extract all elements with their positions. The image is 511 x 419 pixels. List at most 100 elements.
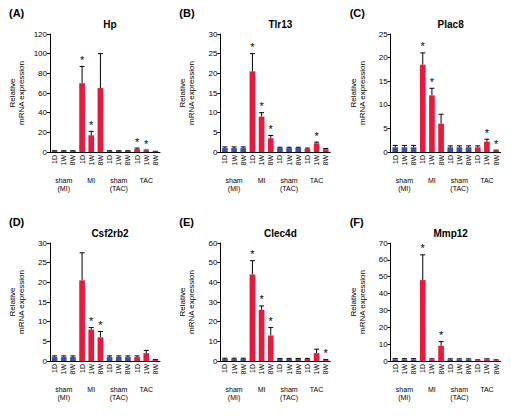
svg-text:0: 0 [43, 148, 48, 157]
svg-text:25: 25 [379, 30, 388, 39]
svg-text:1D: 1D [134, 364, 141, 373]
svg-text:8W: 8W [322, 364, 329, 375]
svg-text:1W: 1W [88, 364, 95, 375]
svg-text:30: 30 [379, 306, 388, 315]
svg-text:1D: 1D [419, 155, 426, 164]
svg-text:40: 40 [38, 108, 47, 117]
svg-text:(MI): (MI) [228, 185, 240, 193]
svg-text:sham: sham [226, 386, 243, 393]
svg-text:1W: 1W [115, 155, 122, 166]
svg-text:(MI): (MI) [398, 394, 410, 402]
svg-text:1W: 1W [286, 155, 293, 166]
svg-text:*: * [439, 329, 444, 341]
svg-text:*: * [250, 248, 255, 260]
svg-text:(TAC): (TAC) [110, 394, 128, 402]
svg-text:1W: 1W [401, 155, 408, 166]
svg-text:Relative: Relative [178, 287, 187, 316]
svg-text:1W: 1W [88, 155, 95, 166]
svg-text:*: * [421, 40, 426, 52]
svg-text:*: * [89, 315, 94, 327]
svg-text:100: 100 [34, 49, 48, 58]
svg-text:8W: 8W [465, 155, 472, 166]
svg-text:1D: 1D [79, 364, 86, 373]
svg-text:30: 30 [38, 239, 47, 248]
svg-text:sham: sham [281, 177, 298, 184]
svg-text:*: * [144, 138, 149, 150]
svg-text:*: * [259, 100, 264, 112]
svg-text:1W: 1W [143, 155, 150, 166]
svg-text:Relative: Relative [349, 78, 358, 107]
svg-text:*: * [259, 293, 264, 305]
svg-text:MI: MI [87, 386, 95, 393]
svg-text:5: 5 [43, 337, 48, 346]
svg-text:5: 5 [383, 124, 388, 133]
svg-text:sham: sham [55, 177, 72, 184]
svg-text:1D: 1D [392, 155, 399, 164]
svg-text:1D: 1D [304, 155, 311, 164]
svg-text:*: * [80, 54, 85, 66]
svg-text:1D: 1D [276, 364, 283, 373]
svg-text:sham: sham [396, 177, 413, 184]
svg-text:8W: 8W [410, 364, 417, 375]
svg-text:1D: 1D [221, 155, 228, 164]
svg-text:(TAC): (TAC) [280, 185, 298, 193]
svg-text:30: 30 [208, 298, 217, 307]
svg-text:20: 20 [379, 53, 388, 62]
svg-text:8W: 8W [240, 155, 247, 166]
svg-text:8W: 8W [267, 155, 274, 166]
svg-text:10: 10 [379, 340, 388, 349]
svg-text:1W: 1W [115, 364, 122, 375]
svg-text:TAC: TAC [140, 386, 153, 393]
svg-text:(A): (A) [9, 7, 25, 19]
svg-text:1D: 1D [51, 364, 58, 373]
svg-text:sham: sham [110, 177, 127, 184]
svg-text:Clec4d: Clec4d [264, 228, 297, 239]
svg-text:8W: 8W [465, 364, 472, 375]
svg-text:Tlr13: Tlr13 [268, 19, 292, 30]
svg-text:mRNA expression: mRNA expression [17, 270, 26, 334]
svg-text:1W: 1W [231, 364, 238, 375]
svg-text:Relative: Relative [349, 287, 358, 316]
svg-text:50: 50 [379, 272, 388, 281]
svg-text:1D: 1D [419, 364, 426, 373]
svg-text:1D: 1D [474, 155, 481, 164]
svg-text:1D: 1D [134, 155, 141, 164]
svg-text:(E): (E) [179, 216, 194, 228]
svg-text:8W: 8W [97, 155, 104, 166]
svg-text:70: 70 [379, 239, 388, 248]
svg-text:MI: MI [428, 177, 436, 184]
svg-text:1W: 1W [258, 364, 265, 375]
svg-text:(F): (F) [350, 216, 364, 228]
svg-text:*: * [89, 119, 94, 131]
svg-text:Csf2rb2: Csf2rb2 [91, 228, 129, 239]
svg-text:TAC: TAC [480, 177, 493, 184]
svg-text:15: 15 [208, 89, 217, 98]
svg-text:MI: MI [258, 177, 266, 184]
svg-text:50: 50 [208, 258, 217, 267]
svg-text:8W: 8W [438, 364, 445, 375]
svg-text:Relative: Relative [8, 78, 17, 107]
svg-text:80: 80 [38, 69, 47, 78]
svg-text:8W: 8W [124, 364, 131, 375]
svg-text:(MI): (MI) [58, 185, 70, 193]
svg-text:8W: 8W [69, 364, 76, 375]
svg-text:*: * [324, 347, 329, 359]
svg-text:1D: 1D [392, 364, 399, 373]
svg-text:20: 20 [379, 323, 388, 332]
svg-text:20: 20 [208, 69, 217, 78]
svg-text:25: 25 [208, 49, 217, 58]
svg-text:MI: MI [258, 386, 266, 393]
svg-text:1W: 1W [60, 155, 67, 166]
svg-text:1D: 1D [221, 364, 228, 373]
svg-text:*: * [250, 41, 255, 53]
svg-text:8W: 8W [124, 155, 131, 166]
svg-text:*: * [135, 136, 140, 148]
svg-text:sham: sham [281, 386, 298, 393]
svg-text:(B): (B) [179, 7, 195, 19]
svg-text:1W: 1W [401, 364, 408, 375]
svg-text:1D: 1D [106, 364, 113, 373]
svg-text:0: 0 [213, 357, 218, 366]
svg-text:0: 0 [43, 357, 48, 366]
svg-text:15: 15 [379, 77, 388, 86]
svg-text:8W: 8W [410, 155, 417, 166]
